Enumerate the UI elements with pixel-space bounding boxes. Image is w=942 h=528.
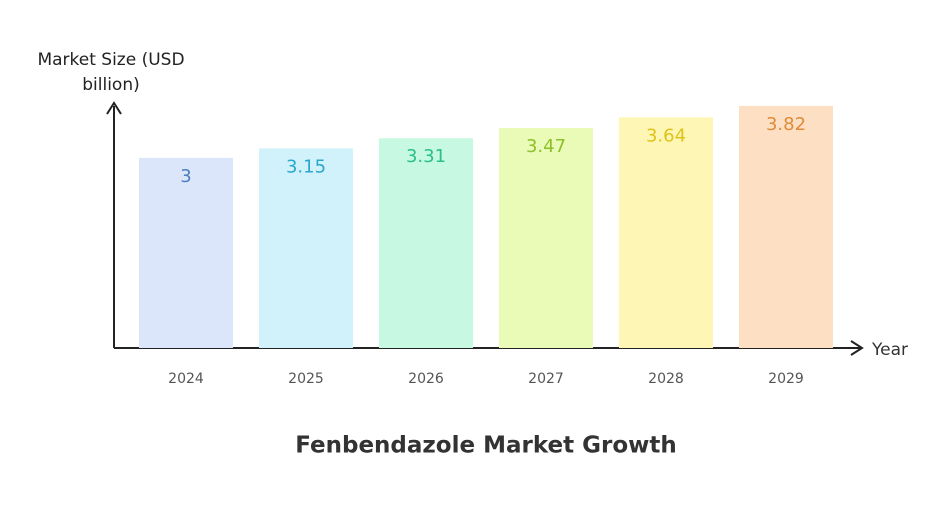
value-label: 3.64: [646, 125, 686, 146]
x-tick-label: 2027: [528, 371, 564, 387]
value-label: 3.31: [406, 146, 446, 167]
bar: [739, 105, 833, 348]
x-axis-arrow: [850, 340, 864, 356]
x-axis-label: Year: [871, 340, 908, 360]
x-tick-label: 2029: [768, 371, 804, 387]
y-axis-label: Market Size (USD billion): [37, 50, 185, 95]
y-axis-arrow: [106, 101, 122, 115]
bar: [259, 148, 353, 348]
value-label: 3.82: [766, 114, 806, 135]
x-tick-label: 2024: [168, 371, 204, 387]
value-label: 3.15: [286, 156, 326, 177]
bar: [619, 117, 713, 349]
value-label: 3: [180, 166, 191, 187]
bar: [139, 157, 233, 348]
chart-title: Fenbendazole Market Growth: [295, 433, 677, 459]
x-tick-label: 2028: [648, 371, 684, 387]
value-label: 3.47: [526, 136, 566, 157]
x-tick-label: 2026: [408, 371, 444, 387]
bar: [379, 138, 473, 348]
bar: [499, 128, 593, 348]
x-tick-label: 2025: [288, 371, 324, 387]
